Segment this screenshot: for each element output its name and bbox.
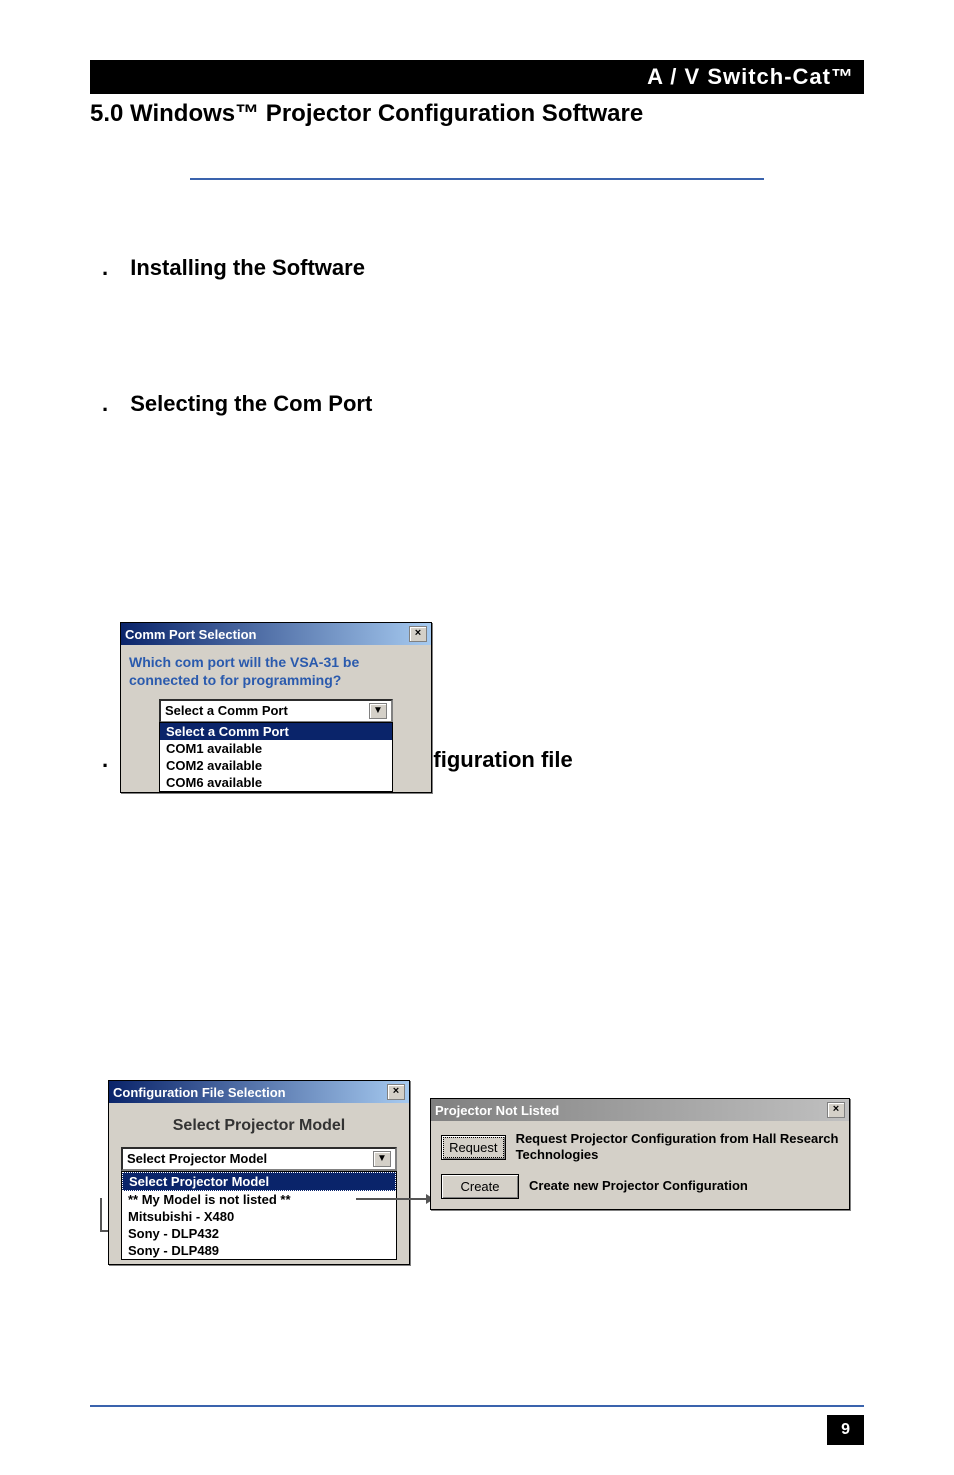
window-title: Comm Port Selection [125,627,256,642]
close-icon[interactable]: × [387,1084,405,1100]
window-title: Projector Not Listed [435,1103,559,1118]
page-footer: 9 [90,1405,864,1445]
chevron-down-icon[interactable]: ▼ [373,1151,391,1167]
product-header: A / V Switch-Cat™ [90,60,864,94]
close-icon[interactable]: × [409,626,427,642]
bullet-dot: . [102,747,108,772]
subsection-label: Installing the Software [130,255,365,280]
config-option[interactable]: Mitsubishi - X480 [122,1208,396,1225]
subsection-label: Selecting the Com Port [130,391,372,416]
comm-option[interactable]: COM6 available [160,774,392,791]
comm-port-titlebar[interactable]: Comm Port Selection × [121,623,431,645]
dropdown-value: Select Projector Model [127,1151,267,1167]
request-text: Request Projector Configuration from Hal… [516,1131,839,1164]
config-option[interactable]: Sony - DLP489 [122,1242,396,1259]
close-icon[interactable]: × [827,1102,845,1118]
divider-bottom [90,1405,864,1407]
comm-option[interactable]: COM1 available [160,740,392,757]
dropdown-value: Select a Comm Port [165,703,288,719]
notlisted-titlebar[interactable]: Projector Not Listed × [431,1099,849,1121]
comm-port-list: Select a Comm Port COM1 available COM2 a… [159,722,393,792]
comm-option[interactable]: Select a Comm Port [160,723,392,740]
window-title: Configuration File Selection [113,1085,286,1100]
create-button[interactable]: Create [441,1174,519,1199]
page-number: 9 [827,1415,864,1445]
config-file-window: Configuration File Selection × Select Pr… [108,1080,410,1265]
request-button[interactable]: Request [441,1135,506,1160]
comm-port-question: Which com port will the VSA-31 be connec… [129,653,423,689]
comm-port-dropdown[interactable]: Select a Comm Port ▼ Select a Comm Port … [159,699,393,792]
connector-line [356,1198,430,1200]
config-heading: Select Projector Model [121,1117,397,1135]
config-option[interactable]: Sony - DLP432 [122,1225,396,1242]
comm-option[interactable]: COM2 available [160,757,392,774]
config-option[interactable]: Select Projector Model [122,1172,396,1191]
section-title: 5.0 Windows™ Projector Configuration Sof… [90,100,864,128]
subsection-install: . Installing the Software [102,255,864,281]
divider-top [190,178,764,180]
config-file-titlebar[interactable]: Configuration File Selection × [109,1081,409,1103]
projector-notlisted-window: Projector Not Listed × Request Request P… [430,1098,850,1210]
bullet-dot: . [102,391,108,416]
bullet-dot: . [102,255,108,280]
subsection-comport: . Selecting the Com Port [102,391,864,417]
config-dropdown[interactable]: Select Projector Model ▼ Select Projecto… [121,1147,397,1260]
connector-line [100,1230,108,1232]
create-text: Create new Projector Configuration [529,1178,748,1194]
chevron-down-icon[interactable]: ▼ [369,703,387,719]
config-option[interactable]: ** My Model is not listed ** [122,1191,396,1208]
config-list: Select Projector Model ** My Model is no… [121,1171,397,1260]
comm-port-window: Comm Port Selection × Which com port wil… [120,622,432,793]
connector-line [100,1198,102,1232]
